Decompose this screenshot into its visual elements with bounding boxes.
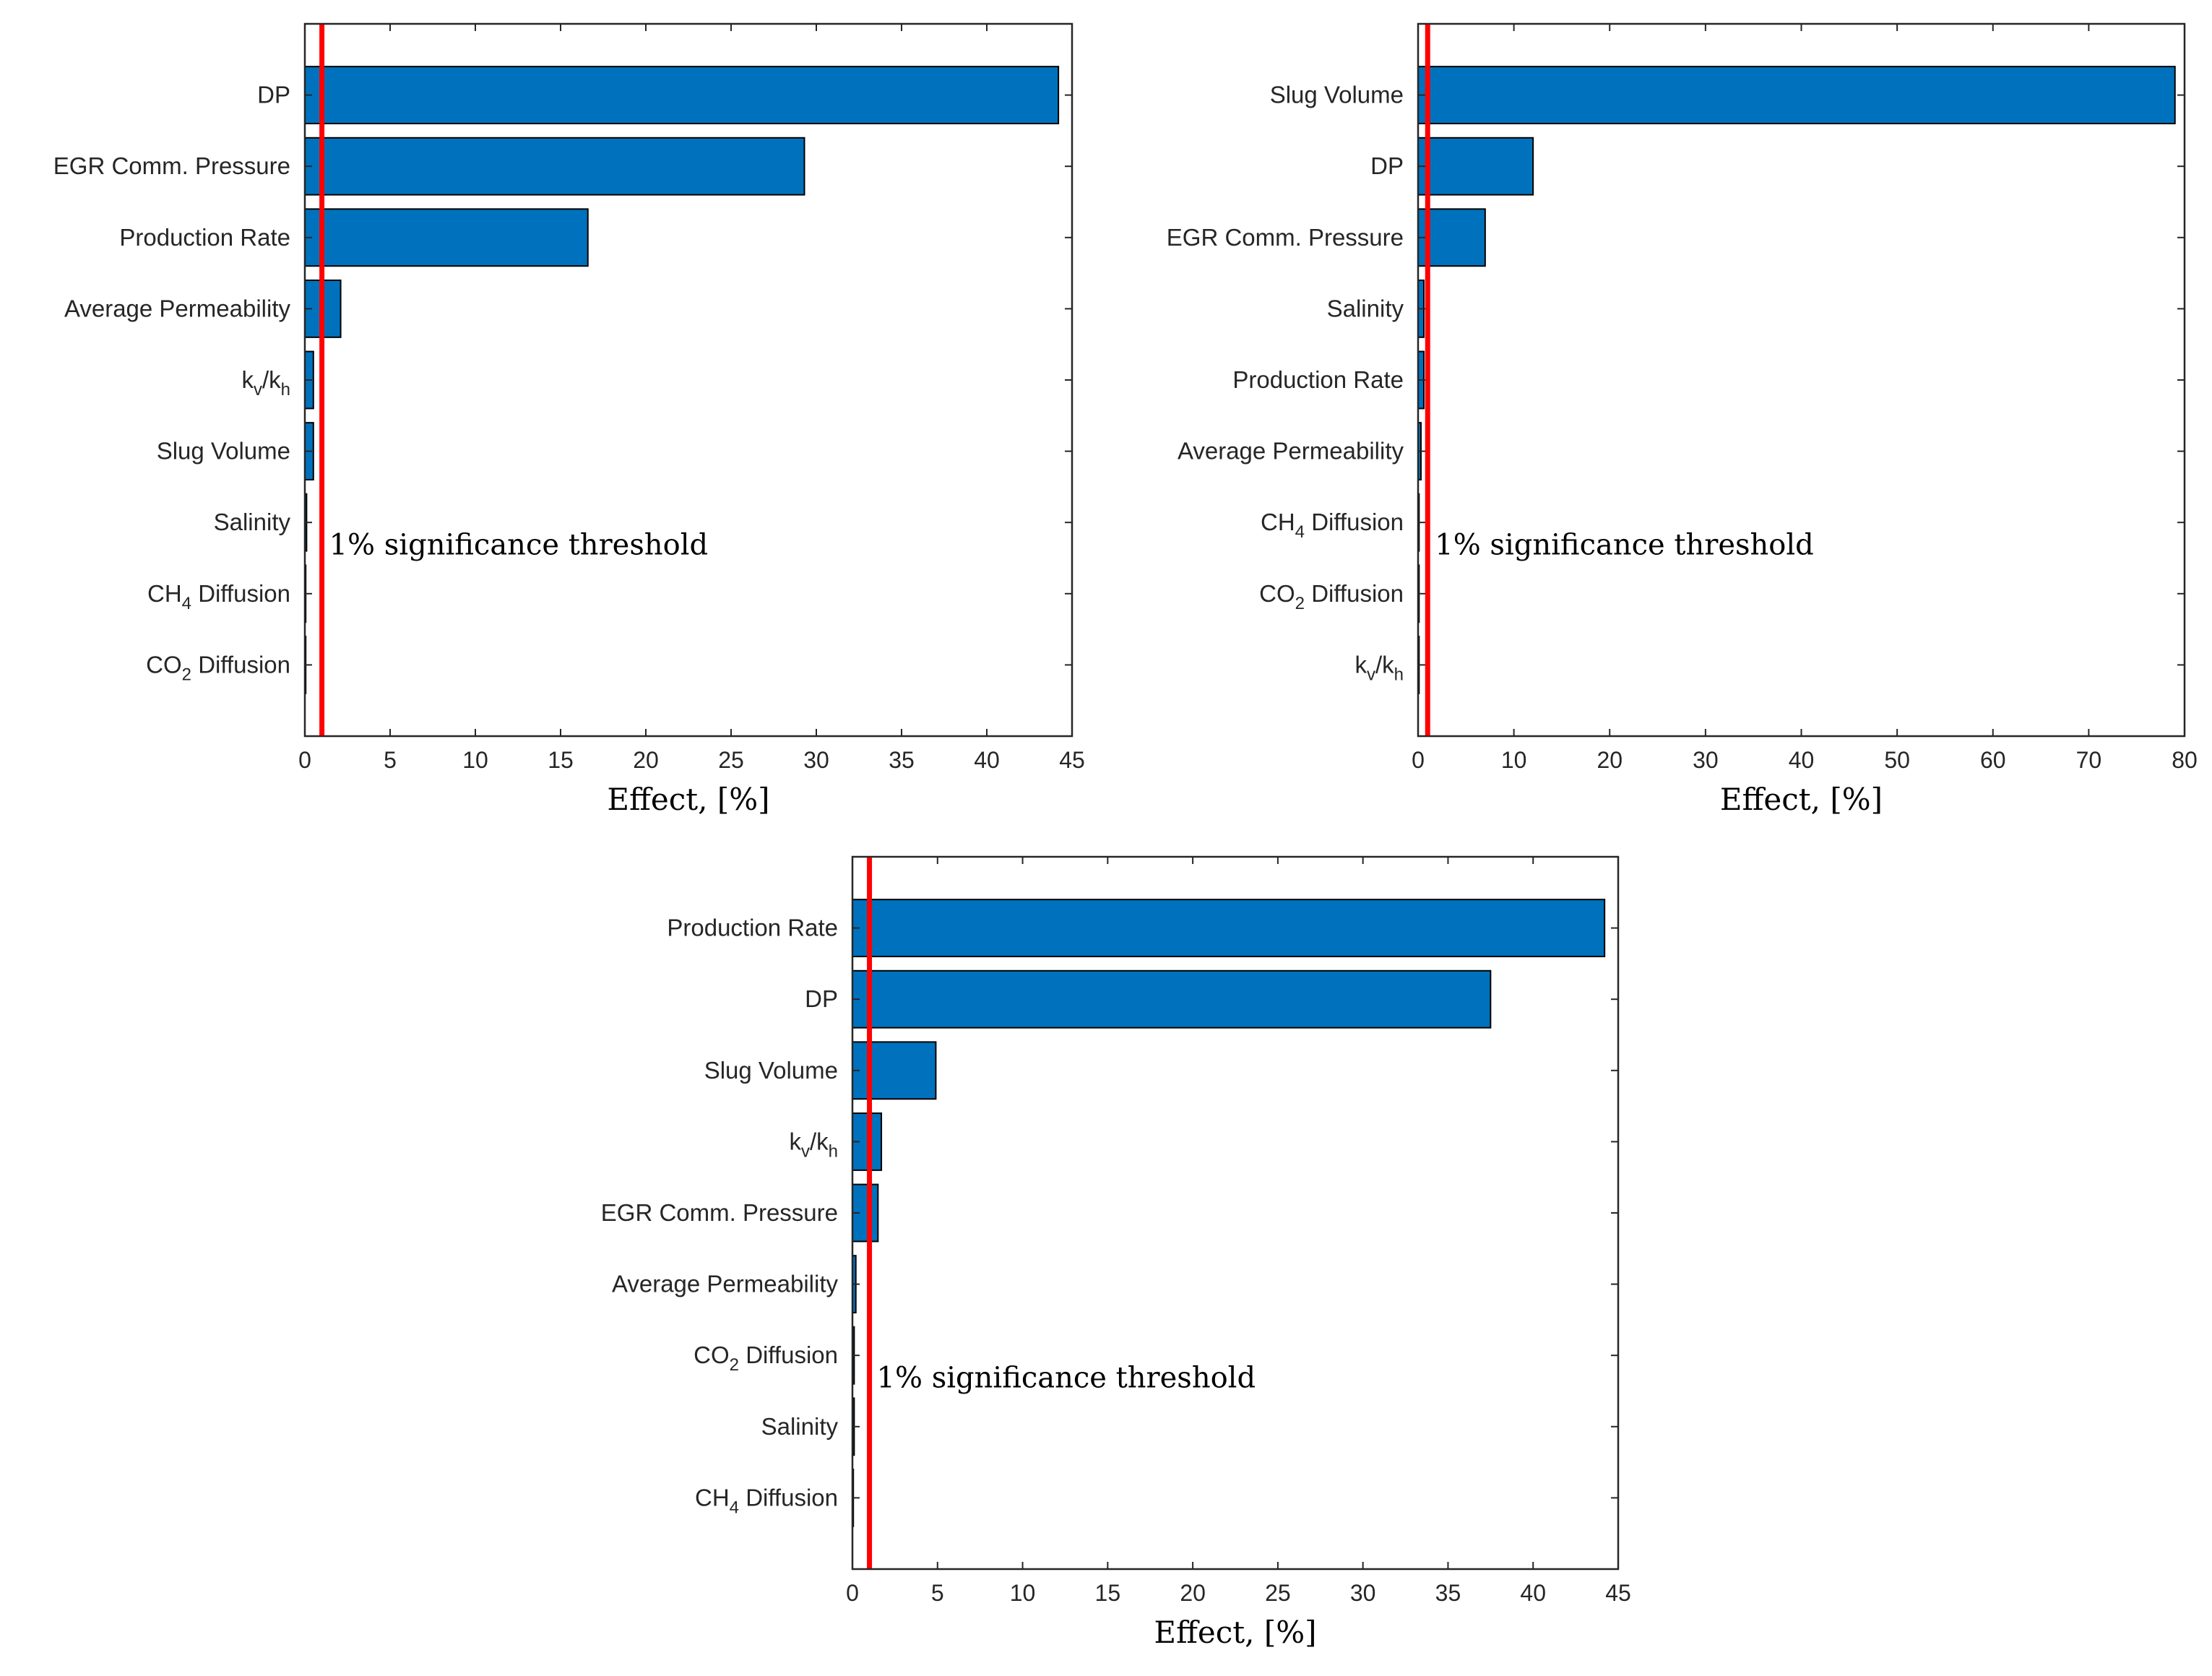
x-tick-label: 20 [1180, 1580, 1206, 1606]
category-label-salinity: Salinity [761, 1413, 839, 1440]
x-tick-label: 10 [462, 747, 488, 773]
category-label-egr-comm-pressure: EGR Comm. Pressure [1167, 224, 1404, 251]
category-label-average-permeability: Average Permeability [612, 1271, 839, 1297]
x-tick-label: 20 [633, 747, 659, 773]
bar-production-rate [852, 899, 1606, 958]
category-label-co2-diffusion: CO2 Diffusion [694, 1342, 838, 1375]
category-label-slug-volume: Slug Volume [1270, 82, 1404, 108]
x-tick-label: 0 [298, 747, 311, 773]
category-label-slug-volume: Slug Volume [157, 438, 290, 465]
category-label-production-rate: Production Rate [1232, 366, 1404, 393]
category-label-ch4-diffusion: CH4 Diffusion [147, 580, 290, 613]
bar-egr-comm-pressure [304, 137, 805, 196]
x-tick-label: 40 [1789, 747, 1815, 773]
x-tick-label: 30 [803, 747, 829, 773]
x-tick-label: 35 [1435, 1580, 1461, 1606]
x-tick-label: 15 [548, 747, 574, 773]
x-tick-label: 80 [2172, 747, 2198, 773]
x-tick-label: 5 [931, 1580, 944, 1606]
category-label-dp: DP [805, 985, 838, 1012]
x-tick-label: 70 [2076, 747, 2102, 773]
x-tick-label: 40 [974, 747, 1000, 773]
category-label-slug-volume: Slug Volume [704, 1057, 838, 1084]
category-label-dp: DP [257, 82, 290, 108]
chart-bottom: Production Rate DP Slug Volume kv/kh EGR Com… [601, 855, 1631, 1650]
category-label-co2-diffusion: CO2 Diffusion [1259, 580, 1404, 613]
x-tick-label: 40 [1520, 1580, 1546, 1606]
category-label-dp: DP [1370, 152, 1404, 179]
threshold-label: 1% significance threshold [877, 1362, 1256, 1395]
x-tick-label: 5 [384, 747, 397, 773]
x-tick-label: 35 [889, 747, 915, 773]
axes-box [303, 22, 1073, 738]
bar-egr-comm-pressure [852, 1183, 879, 1243]
x-tick-label: 45 [1605, 1580, 1631, 1606]
x-tick-label: 45 [1059, 747, 1085, 773]
category-label-ch4-diffusion: CH4 Diffusion [695, 1484, 838, 1517]
category-label-ch4-diffusion: CH4 Diffusion [1261, 509, 1404, 542]
axes-box [1417, 22, 2186, 738]
x-axis-label: Effect, [%] [1154, 1615, 1316, 1650]
chart-top-right: Slug Volume DP EGR Comm. Pressure Salinity P… [1167, 22, 2198, 817]
category-label-production-rate: Production Rate [667, 915, 838, 941]
x-tick-label: 25 [1265, 1580, 1291, 1606]
bar-dp [1417, 137, 1534, 196]
x-tick-label: 15 [1095, 1580, 1121, 1606]
x-axis-label: Effect, [%] [1720, 782, 1883, 817]
x-tick-label: 0 [846, 1580, 859, 1606]
threshold-label: 1% significance threshold [329, 529, 709, 562]
x-tick-label: 10 [1501, 747, 1527, 773]
bar-slug-volume [1417, 66, 2176, 125]
category-label-average-permeability: Average Permeability [64, 295, 291, 321]
bar-dp [304, 66, 1060, 125]
x-tick-label: 0 [1412, 747, 1425, 773]
chart-top-left: DP EGR Comm. Pressure Production Rate Avera… [53, 22, 1085, 817]
x-tick-label: 20 [1597, 747, 1623, 773]
category-label-kv-kh: kv/kh [241, 366, 290, 399]
x-tick-label: 50 [1884, 747, 1910, 773]
bar-production-rate [304, 208, 589, 267]
category-label-average-permeability: Average Permeability [1178, 438, 1404, 465]
x-tick-label: 25 [718, 747, 744, 773]
x-tick-label: 30 [1350, 1580, 1376, 1606]
category-label-kv-kh: kv/kh [1355, 651, 1404, 684]
x-tick-label: 60 [1980, 747, 2006, 773]
x-tick-label: 10 [1010, 1580, 1036, 1606]
category-label-production-rate: Production Rate [119, 224, 290, 251]
threshold-label: 1% significance threshold [1435, 529, 1814, 562]
category-label-egr-comm-pressure: EGR Comm. Pressure [53, 152, 290, 179]
category-label-kv-kh: kv/kh [789, 1128, 838, 1161]
axes-box [851, 855, 1620, 1571]
category-label-salinity: Salinity [1327, 295, 1404, 321]
x-tick-label: 30 [1693, 747, 1719, 773]
x-axis-label: Effect, [%] [607, 782, 769, 817]
category-label-co2-diffusion: CO2 Diffusion [146, 651, 290, 684]
category-label-salinity: Salinity [214, 509, 291, 535]
bar-slug-volume [852, 1041, 937, 1100]
bar-dp [852, 969, 1492, 1029]
category-label-egr-comm-pressure: EGR Comm. Pressure [601, 1199, 838, 1226]
